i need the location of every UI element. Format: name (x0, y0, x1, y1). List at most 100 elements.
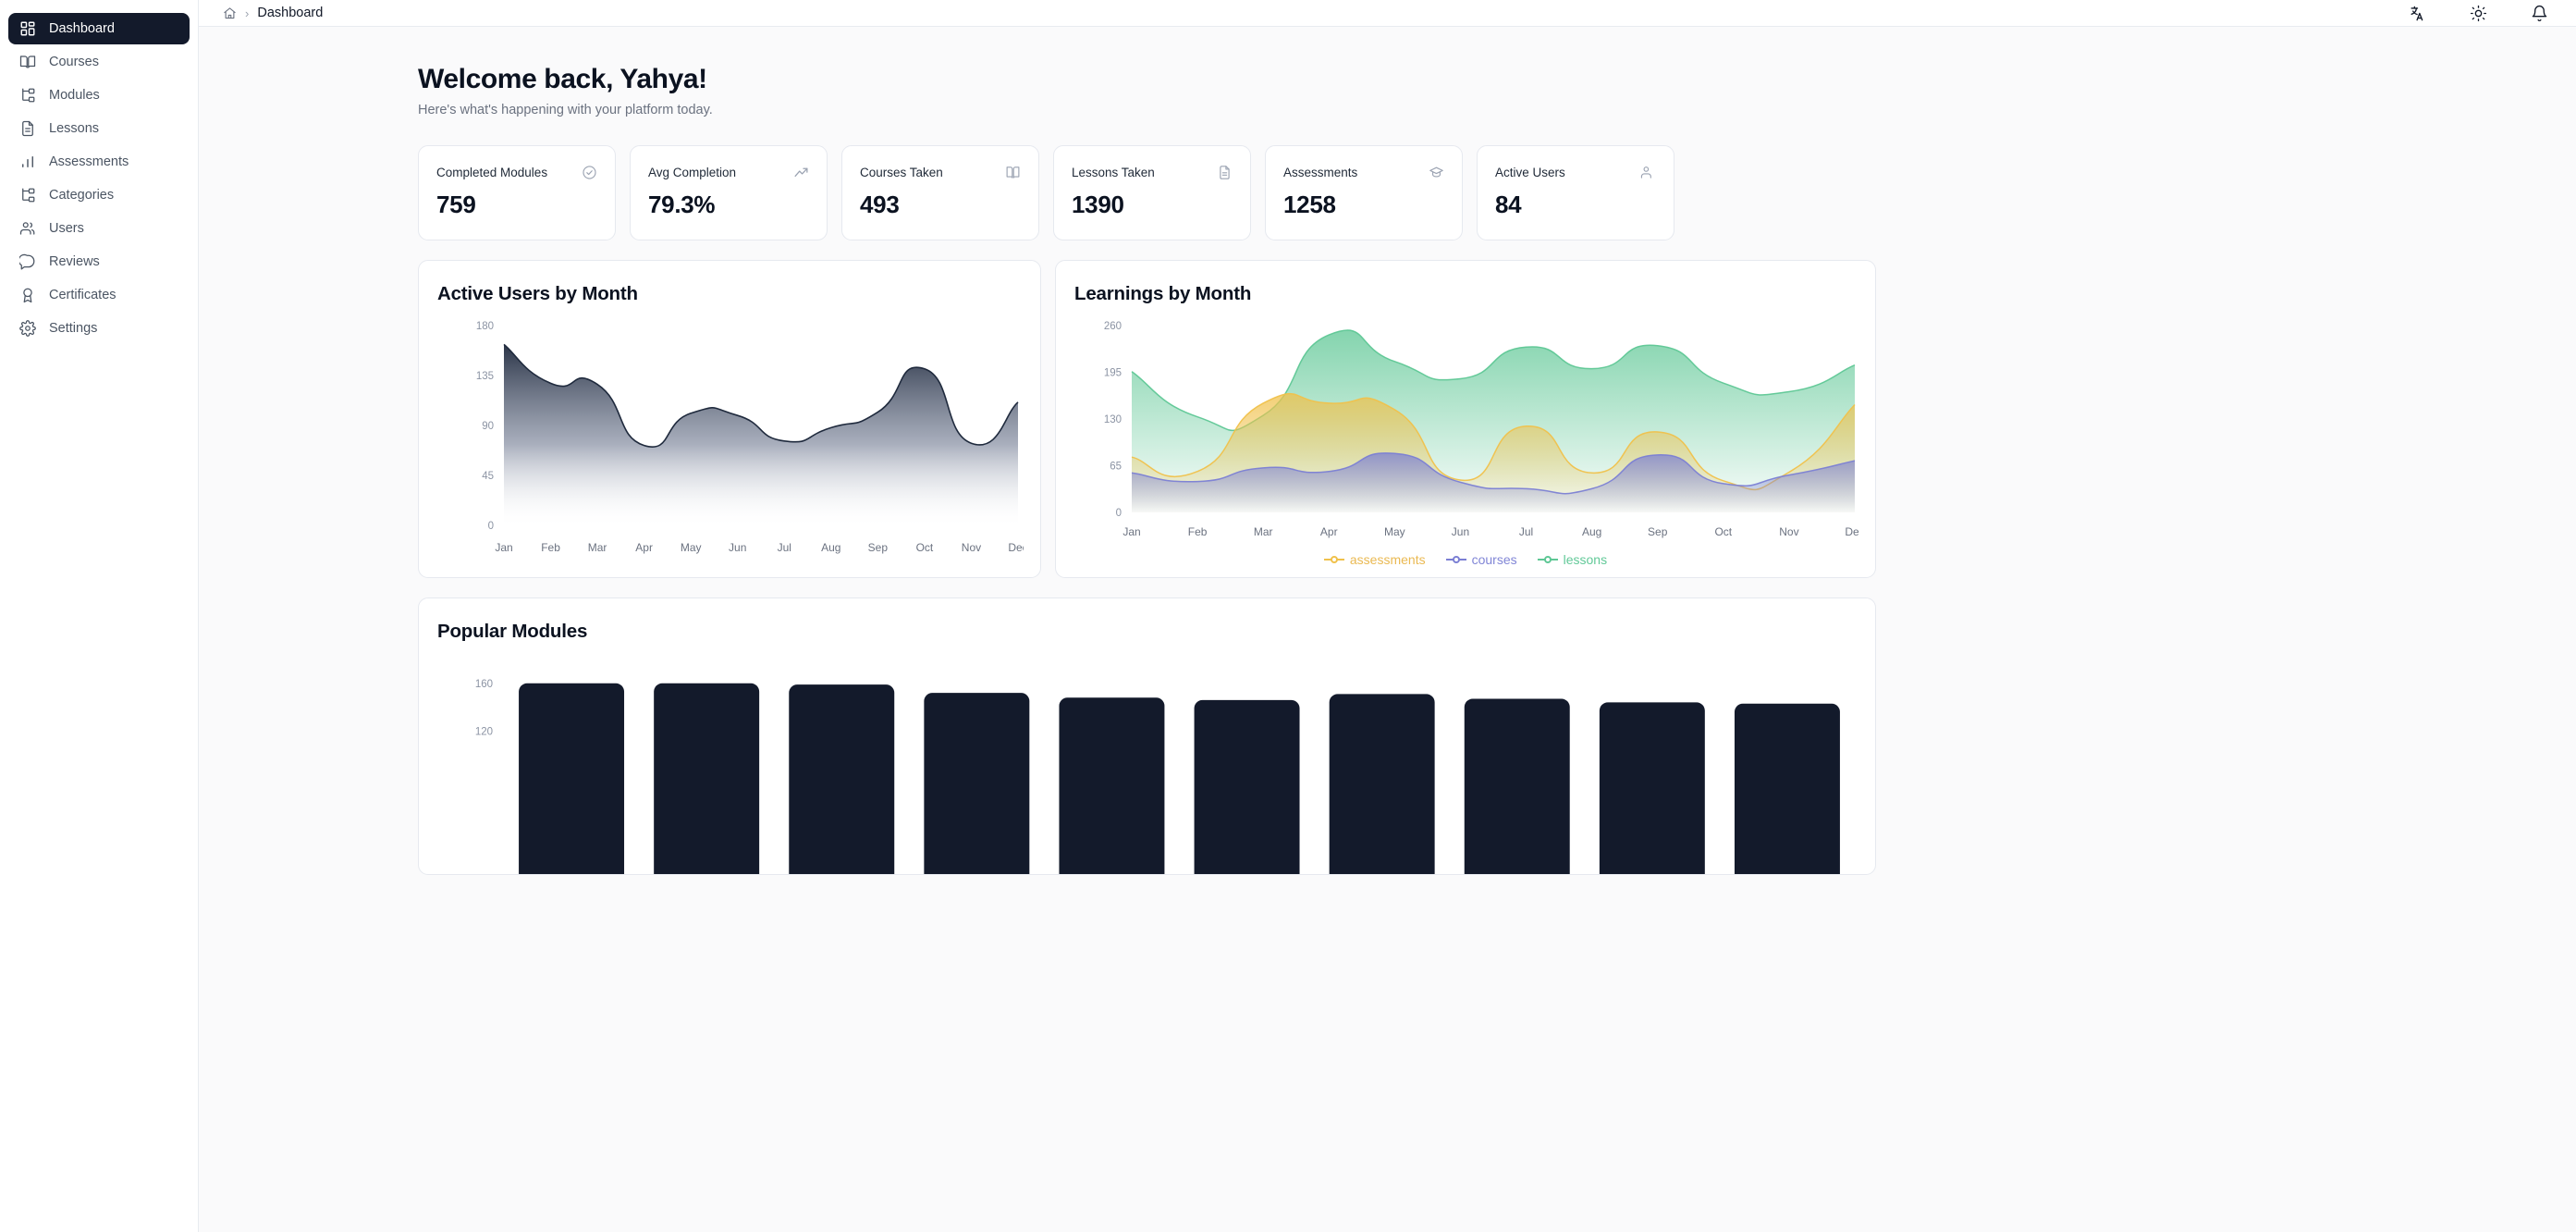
legend-marker-icon (1323, 555, 1344, 564)
page-subtitle: Here's what's happening with your platfo… (418, 103, 713, 117)
book-open-icon (1005, 165, 1021, 180)
stat-card[interactable]: Active Users 84 (1477, 145, 1674, 240)
grid-icon (19, 20, 36, 37)
bell-icon[interactable] (2531, 5, 2548, 22)
svg-text:45: 45 (482, 471, 494, 482)
svg-text:Nov: Nov (962, 541, 981, 554)
svg-text:Jun: Jun (729, 541, 746, 554)
topbar: › Dashboard (199, 0, 2576, 27)
stat-card[interactable]: Courses Taken 493 (841, 145, 1039, 240)
graduation-cap-icon (1429, 165, 1444, 180)
active-users-chart-card: Active Users by Month 0 45 90 135 180 Jan Feb M… (418, 260, 1041, 578)
file-text-icon (19, 120, 36, 137)
stat-card-label: Assessments (1283, 166, 1358, 179)
svg-text:Jun: Jun (1452, 525, 1469, 538)
svg-text:Jan: Jan (1122, 525, 1140, 538)
legend-item-courses[interactable]: courses (1445, 552, 1517, 567)
svg-text:Mar: Mar (588, 541, 607, 554)
svg-text:130: 130 (1104, 414, 1122, 425)
sidebar-item-label: Categories (49, 188, 115, 203)
translate-icon[interactable] (2409, 5, 2426, 22)
sidebar-item-label: Dashboard (49, 21, 115, 36)
legend-label: assessments (1349, 552, 1426, 567)
svg-text:180: 180 (476, 321, 494, 332)
charts-row: Active Users by Month 0 45 90 135 180 Jan Feb M… (418, 260, 2576, 578)
stat-card-label: Avg Completion (648, 166, 737, 179)
sidebar-item-users[interactable]: Users (8, 213, 190, 244)
stat-card-label: Courses Taken (860, 166, 943, 179)
gear-icon (19, 320, 36, 337)
learnings-plot[interactable]: 0 65 130 195 260 Jan Feb Mar Apr May Jun Jul Aug Sep O… (1074, 314, 1865, 550)
stat-card[interactable]: Assessments 1258 (1265, 145, 1463, 240)
sidebar-item-label: Courses (49, 55, 99, 69)
stat-card[interactable]: Completed Modules 759 (418, 145, 616, 240)
svg-text:Mar: Mar (1254, 525, 1273, 538)
svg-text:120: 120 (475, 726, 493, 737)
main-area: › Dashboard (199, 0, 2576, 1232)
sidebar-item-dashboard[interactable]: Dashboard (8, 13, 190, 44)
popular-modules-plot[interactable]: 120 160 (437, 652, 1857, 883)
svg-text:195: 195 (1104, 368, 1122, 379)
legend-item-assessments[interactable]: assessments (1323, 552, 1426, 567)
active-users-plot[interactable]: 0 45 90 135 180 Jan Feb Mar Apr May Jun Jul Aug Sep Oc… (437, 314, 1028, 569)
stat-card-value: 759 (436, 191, 476, 218)
svg-text:May: May (681, 541, 702, 554)
stat-card[interactable]: Avg Completion 79.3% (630, 145, 828, 240)
stat-card-label: Lessons Taken (1072, 166, 1155, 179)
svg-text:May: May (1384, 525, 1405, 538)
stat-card-value: 1258 (1283, 191, 1336, 218)
svg-text:260: 260 (1104, 321, 1122, 332)
message-icon (19, 253, 36, 270)
svg-text:Apr: Apr (1320, 525, 1338, 538)
stat-card-value: 1390 (1072, 191, 1124, 218)
chart-title: Learnings by Month (1074, 283, 1252, 304)
trending-up-icon (793, 165, 809, 180)
svg-text:Dec: Dec (1008, 541, 1024, 554)
page-content: Welcome back, Yahya! Here's what's happe… (199, 27, 2576, 1232)
svg-text:135: 135 (476, 371, 494, 382)
sidebar-item-label: Lessons (49, 121, 100, 136)
sidebar-item-label: Assessments (49, 154, 129, 169)
sidebar-item-lessons[interactable]: Lessons (8, 113, 190, 144)
legend-item-lessons[interactable]: lessons (1537, 552, 1607, 567)
svg-text:Sep: Sep (1648, 525, 1668, 538)
book-open-icon (19, 54, 36, 70)
legend-label: courses (1471, 552, 1517, 567)
sun-icon[interactable] (2470, 5, 2487, 22)
svg-text:Dec: Dec (1845, 525, 1858, 538)
learnings-chart-card: Learnings by Month 0 65 130 195 260 Jan Feb Mar… (1055, 260, 1876, 578)
sidebar-item-courses[interactable]: Courses (8, 46, 190, 78)
sidebar-item-label: Modules (49, 88, 100, 103)
stat-card[interactable]: Lessons Taken 1390 (1053, 145, 1251, 240)
svg-text:Aug: Aug (821, 541, 840, 554)
svg-text:Feb: Feb (541, 541, 560, 554)
sidebar-item-assessments[interactable]: Assessments (8, 146, 190, 178)
sidebar-item-reviews[interactable]: Reviews (8, 246, 190, 277)
svg-text:Jul: Jul (778, 541, 791, 554)
users-icon (1640, 165, 1656, 180)
sidebar-item-label: Users (49, 221, 84, 236)
sidebar-item-label: Certificates (49, 288, 117, 302)
chart-title: Popular Modules (437, 621, 588, 642)
sidebar-item-categories[interactable]: Categories (8, 179, 190, 211)
stat-card-value: 84 (1495, 191, 1522, 218)
file-text-icon (1217, 165, 1233, 180)
svg-text:65: 65 (1110, 462, 1122, 473)
topbar-actions (2409, 5, 2558, 22)
stat-card-list: Completed Modules 759 Avg Completion (418, 145, 2576, 240)
home-icon[interactable] (223, 6, 237, 20)
svg-text:Oct: Oct (1714, 525, 1732, 538)
svg-text:Oct: Oct (916, 541, 934, 554)
stat-card-value: 493 (860, 191, 900, 218)
page-title: Welcome back, Yahya! (418, 64, 707, 94)
legend-marker-icon (1445, 555, 1466, 564)
bar-chart-icon (19, 154, 36, 170)
svg-text:Aug: Aug (1582, 525, 1601, 538)
sidebar-item-label: Settings (49, 321, 98, 336)
sidebar-item-modules[interactable]: Modules (8, 80, 190, 111)
breadcrumb-current: Dashboard (257, 6, 324, 20)
sidebar-item-settings[interactable]: Settings (8, 313, 190, 344)
sidebar-item-certificates[interactable]: Certificates (8, 279, 190, 311)
svg-text:Sep: Sep (868, 541, 889, 554)
legend-marker-icon (1537, 555, 1558, 564)
